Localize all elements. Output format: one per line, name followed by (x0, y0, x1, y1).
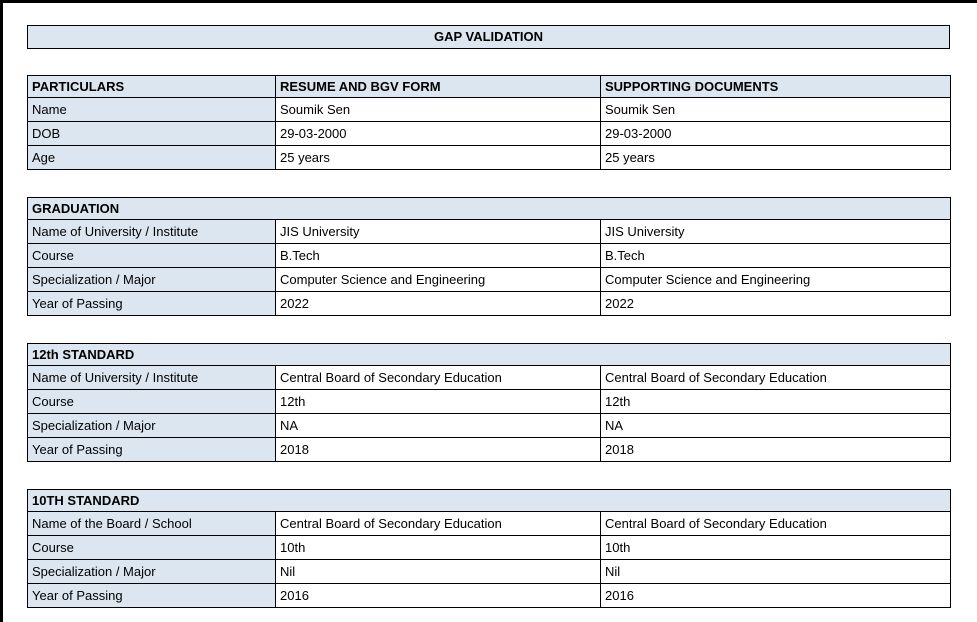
supporting-value: 2018 (599, 437, 952, 462)
resume-value: Nil (275, 559, 601, 584)
row-label: Year of Passing (27, 437, 276, 462)
table-row-specialization: Specialization / Major NA NA (27, 413, 952, 438)
table-row-specialization: Specialization / Major Nil Nil (27, 559, 952, 584)
column-header-particulars: PARTICULARS (27, 75, 276, 98)
resume-value: 12th (275, 389, 601, 414)
table-row-dob: DOB 29-03-2000 29-03-2000 (27, 121, 951, 146)
graduation-table: GRADUATION Name of University / Institut… (26, 197, 952, 316)
table-row-university: Name of University / Institute Central B… (27, 365, 952, 390)
resume-value: NA (275, 413, 601, 438)
section-title-12th-standard: 12th STANDARD (26, 343, 952, 366)
table-row-age: Age 25 years 25 years (27, 145, 951, 170)
section-header-row: 12th STANDARD (26, 343, 952, 366)
row-label: Age (27, 145, 276, 170)
supporting-value: B.Tech (599, 243, 952, 268)
table-row-course: Course B.Tech B.Tech (27, 243, 952, 268)
section-header-row: GRADUATION (26, 197, 952, 220)
table-row-board-school: Name of the Board / School Central Board… (27, 511, 952, 536)
section-title-graduation: GRADUATION (26, 197, 952, 220)
row-label: Course (27, 535, 276, 560)
table-row-university: Name of University / Institute JIS Unive… (27, 219, 952, 244)
row-label: Year of Passing (27, 291, 276, 316)
resume-value: B.Tech (275, 243, 601, 268)
title-bar: GAP VALIDATION (27, 25, 950, 49)
supporting-value: 10th (599, 535, 952, 560)
row-label: Specialization / Major (27, 413, 276, 438)
tenth-standard-table: 10TH STANDARD Name of the Board / School… (26, 489, 952, 608)
row-label: Name (27, 97, 276, 122)
supporting-value: 25 years (600, 145, 951, 170)
row-label: DOB (27, 121, 276, 146)
table-row-specialization: Specialization / Major Computer Science … (27, 267, 952, 292)
column-header-resume-bgv: RESUME AND BGV FORM (275, 75, 601, 98)
resume-value: 2016 (275, 583, 601, 608)
resume-value: JIS University (275, 219, 601, 244)
supporting-value: Central Board of Secondary Education (599, 511, 952, 536)
resume-value: 29-03-2000 (275, 121, 601, 146)
supporting-value: Central Board of Secondary Education (599, 365, 952, 390)
row-label: Name of the Board / School (27, 511, 276, 536)
resume-value: 2022 (275, 291, 601, 316)
row-label: Specialization / Major (27, 559, 276, 584)
supporting-value: JIS University (599, 219, 952, 244)
resume-value: 25 years (275, 145, 601, 170)
column-header-supporting-docs: SUPPORTING DOCUMENTS (600, 75, 951, 98)
row-label: Course (27, 243, 276, 268)
row-label: Course (27, 389, 276, 414)
table-row-course: Course 10th 10th (27, 535, 952, 560)
resume-value: 10th (275, 535, 601, 560)
resume-value: Soumik Sen (275, 97, 601, 122)
supporting-value: Soumik Sen (600, 97, 951, 122)
table-row-year-of-passing: Year of Passing 2016 2016 (27, 583, 952, 608)
particulars-header-row: PARTICULARS RESUME AND BGV FORM SUPPORTI… (27, 75, 951, 98)
supporting-value: Nil (599, 559, 952, 584)
supporting-value: 2022 (599, 291, 952, 316)
row-label: Name of University / Institute (27, 365, 276, 390)
section-title-10th-standard: 10TH STANDARD (26, 489, 952, 512)
section-header-row: 10TH STANDARD (26, 489, 952, 512)
supporting-value: 12th (599, 389, 952, 414)
row-label: Specialization / Major (27, 267, 276, 292)
resume-value: Central Board of Secondary Education (275, 365, 601, 390)
table-row-year-of-passing: Year of Passing 2022 2022 (27, 291, 952, 316)
row-label: Name of University / Institute (27, 219, 276, 244)
supporting-value: NA (599, 413, 952, 438)
twelfth-standard-table: 12th STANDARD Name of University / Insti… (26, 343, 952, 462)
particulars-table: PARTICULARS RESUME AND BGV FORM SUPPORTI… (27, 75, 951, 170)
supporting-value: 2016 (599, 583, 952, 608)
resume-value: Central Board of Secondary Education (275, 511, 601, 536)
resume-value: 2018 (275, 437, 601, 462)
table-row-name: Name Soumik Sen Soumik Sen (27, 97, 951, 122)
resume-value: Computer Science and Engineering (275, 267, 601, 292)
document-content: GAP VALIDATION PARTICULARS RESUME AND BG… (3, 3, 977, 608)
page-title: GAP VALIDATION (433, 29, 544, 44)
table-row-course: Course 12th 12th (27, 389, 952, 414)
supporting-value: 29-03-2000 (600, 121, 951, 146)
table-row-year-of-passing: Year of Passing 2018 2018 (27, 437, 952, 462)
row-label: Year of Passing (27, 583, 276, 608)
supporting-value: Computer Science and Engineering (599, 267, 952, 292)
